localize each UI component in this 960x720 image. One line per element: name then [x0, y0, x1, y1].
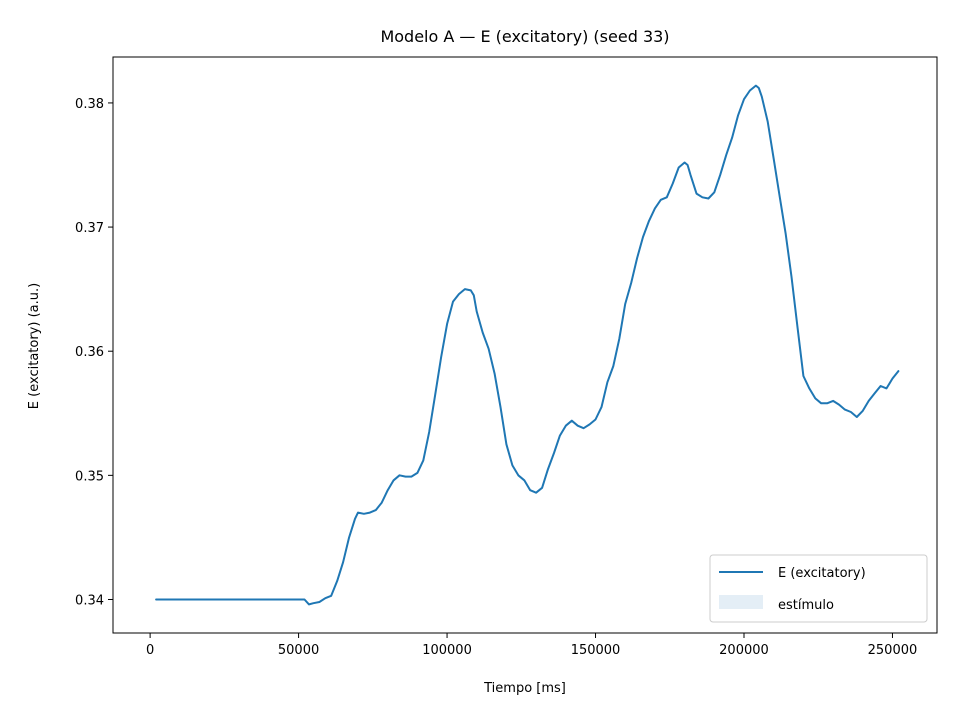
x-tick-label: 0: [146, 643, 154, 658]
y-axis-ticks: 0.34 0.35 0.36 0.37 0.38: [75, 97, 113, 608]
y-tick-label: 0.34: [75, 593, 104, 608]
y-axis-label: E (excitatory) (a.u.): [27, 283, 42, 409]
y-tick-label: 0.36: [75, 345, 104, 360]
legend-label-series: E (excitatory): [778, 566, 866, 581]
x-tick-label: 150000: [571, 643, 621, 658]
y-tick-label: 0.35: [75, 469, 104, 484]
legend: E (excitatory) estímulo: [709, 554, 928, 623]
legend-frame: [709, 554, 928, 623]
plot-frame: [112, 56, 938, 634]
x-tick-label: 250000: [868, 643, 918, 658]
x-tick-label: 200000: [719, 643, 769, 658]
chart-title: Modelo A — E (excitatory) (seed 33): [380, 27, 669, 46]
series-line-0: [155, 84, 900, 606]
legend-label-stimulus: estímulo: [778, 598, 834, 613]
x-axis-ticks: 0 50000 100000 150000 200000 250000: [146, 633, 917, 658]
y-tick-label: 0.37: [75, 221, 104, 236]
x-axis-label: Tiempo [ms]: [483, 681, 566, 696]
x-tick-label: 50000: [278, 643, 319, 658]
legend-patch-swatch: [719, 595, 763, 609]
y-tick-label: 0.38: [75, 97, 104, 112]
x-tick-label: 100000: [422, 643, 472, 658]
plot-area: [155, 84, 900, 606]
